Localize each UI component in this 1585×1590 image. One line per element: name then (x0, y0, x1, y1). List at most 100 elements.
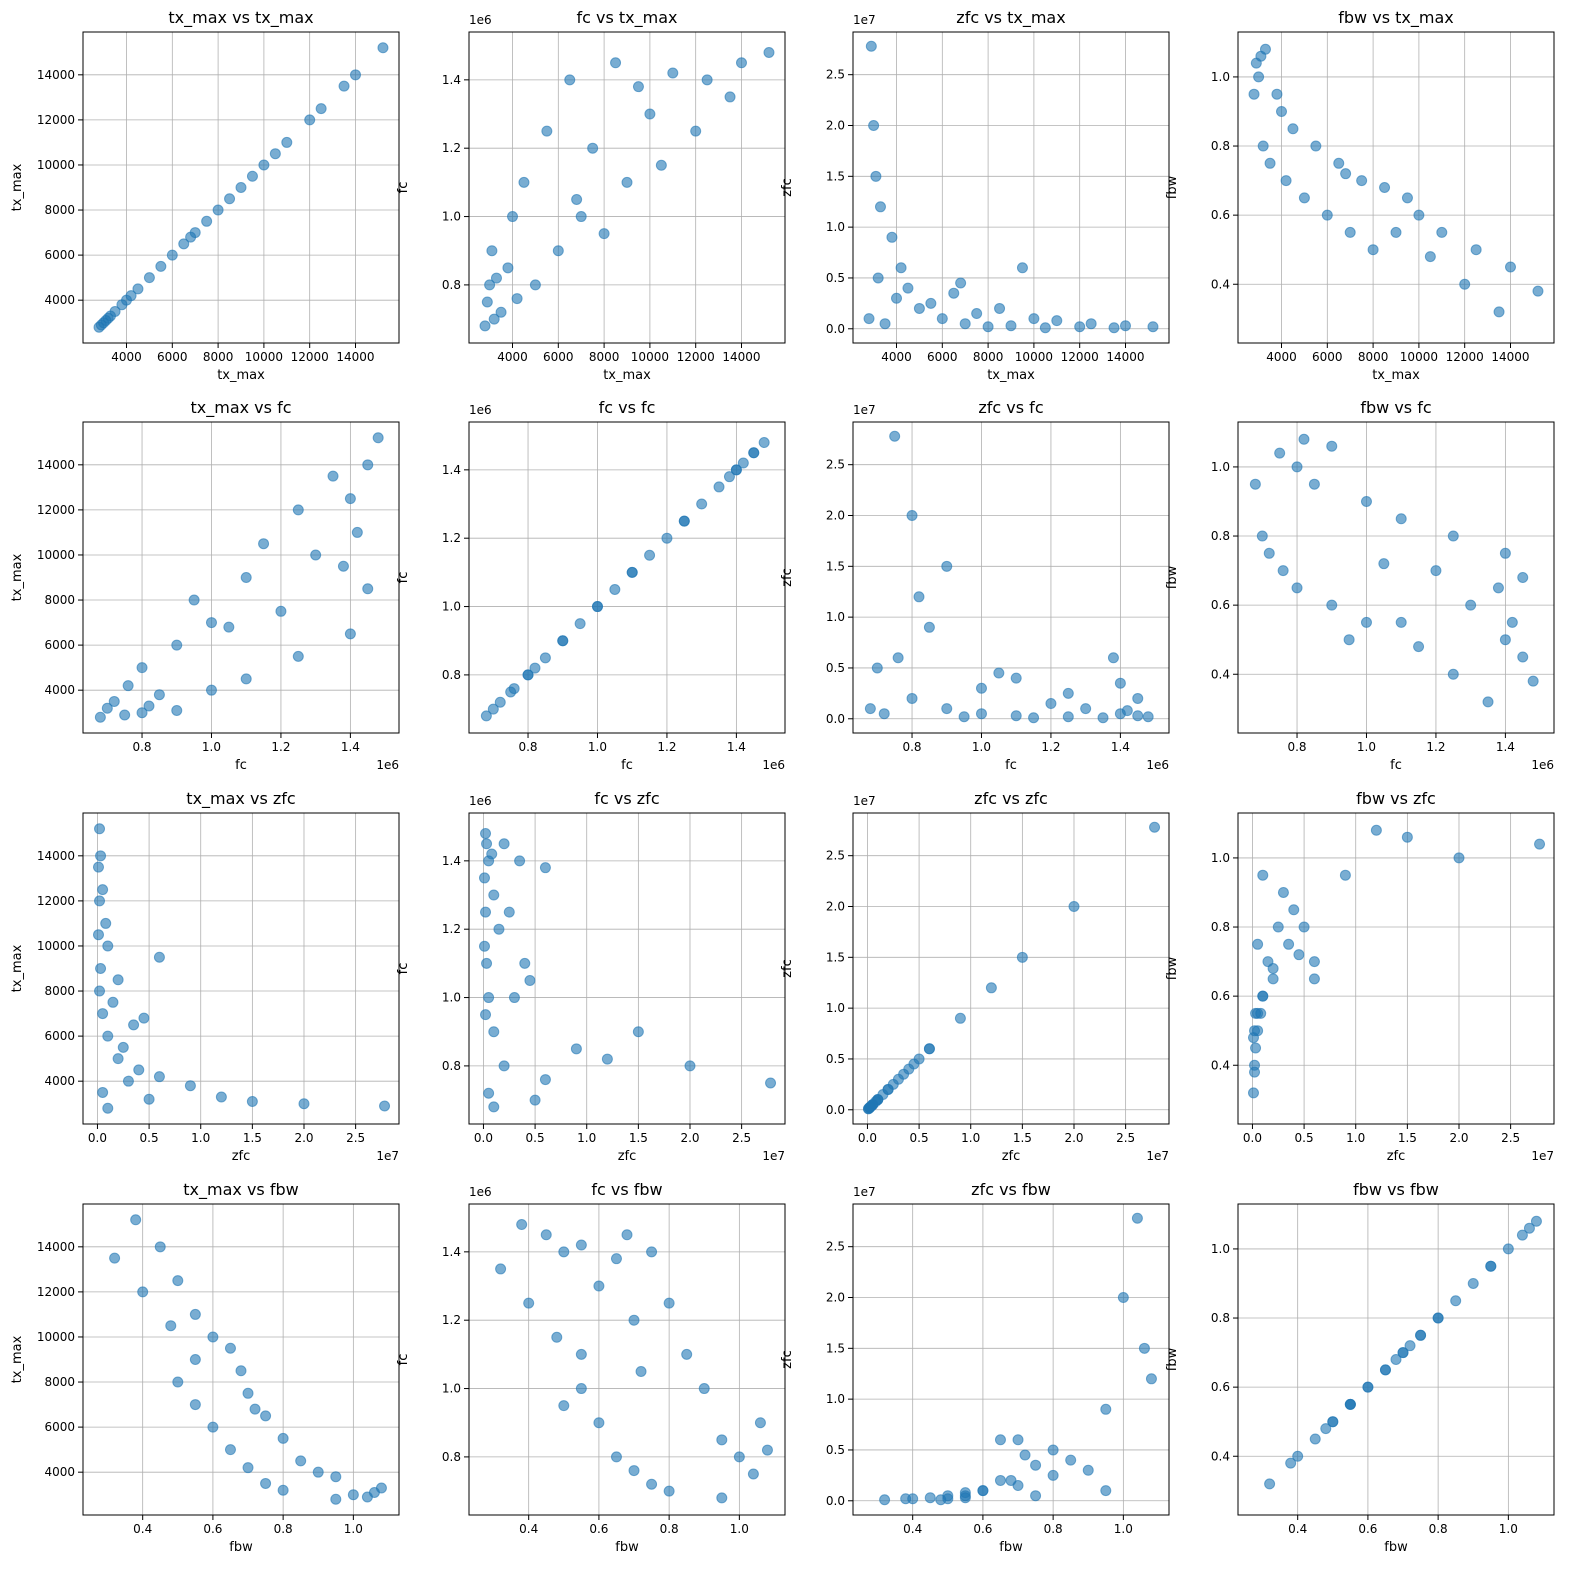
point (958, 711, 970, 723)
point (379, 1100, 391, 1112)
point (94, 711, 106, 723)
x-tick-label: 10000 (631, 350, 669, 364)
y-tick-label: 0.8 (1211, 139, 1230, 153)
point (246, 1095, 258, 1107)
point (1401, 192, 1413, 204)
point (498, 1060, 510, 1072)
y-tick-label: 1.5 (826, 950, 845, 964)
point (495, 306, 507, 318)
point (117, 1041, 129, 1053)
y-tick-label: 2.5 (826, 1240, 845, 1254)
point (575, 1383, 587, 1395)
point (982, 321, 994, 333)
point (1274, 447, 1286, 459)
point (1277, 565, 1289, 577)
point (1028, 313, 1040, 325)
point (1327, 1416, 1339, 1428)
point (621, 1229, 633, 1241)
point (1356, 175, 1368, 187)
point (347, 1489, 359, 1501)
point (552, 245, 564, 257)
y-tick-label: 1.0 (826, 1392, 845, 1406)
point (260, 1410, 272, 1422)
point (189, 1399, 201, 1411)
point (871, 662, 883, 674)
point (713, 481, 725, 493)
point (564, 74, 576, 86)
point (1138, 1342, 1150, 1354)
point (153, 1071, 165, 1083)
point (172, 1275, 184, 1287)
point (1401, 831, 1413, 843)
point (644, 108, 656, 120)
point (690, 125, 702, 137)
y-axis-label: zfc (780, 1350, 795, 1369)
x-tick-label: 8000 (973, 350, 1004, 364)
x-tick-label: 2.0 (294, 1131, 313, 1145)
x-tick-label: 2.0 (1064, 1131, 1083, 1145)
point (330, 1471, 342, 1483)
point (948, 287, 960, 299)
point (1404, 1340, 1416, 1352)
point (143, 1093, 155, 1105)
x-tick-label: 1.0 (1346, 1131, 1365, 1145)
y-tick-label: 2.5 (826, 458, 845, 472)
y-tick-label: 0.8 (442, 278, 461, 292)
panel-title: tx_max vs fc (190, 398, 291, 418)
x-tick-label: 0.0 (474, 1131, 493, 1145)
x-tick-label: 1.0 (202, 740, 221, 754)
point (277, 1432, 289, 1444)
y-tick-label: 0.4 (1211, 667, 1230, 681)
point (143, 700, 155, 712)
point (483, 992, 495, 1004)
point (716, 1492, 728, 1504)
y-tick-label: 1.2 (442, 1313, 461, 1327)
point (575, 1348, 587, 1360)
point (1447, 668, 1459, 680)
point (655, 159, 667, 171)
x-tick-label: 12000 (291, 350, 329, 364)
point (1267, 973, 1279, 985)
point (1482, 696, 1494, 708)
x-tick-label: 0.0 (88, 1131, 107, 1145)
x-tick-label: 0.4 (1288, 1522, 1307, 1536)
point (1030, 1490, 1042, 1502)
x-tick-label: 4000 (497, 350, 528, 364)
point (758, 437, 770, 449)
point (1085, 318, 1097, 330)
point (1257, 869, 1269, 881)
point (1264, 1478, 1276, 1490)
point (913, 302, 925, 314)
x-offset-label: 1e6 (376, 758, 399, 772)
x-tick-label: 10000 (1400, 350, 1438, 364)
y-tick-label: 1.0 (1211, 1242, 1230, 1256)
y-tick-label: 14000 (37, 458, 75, 472)
point (249, 1403, 261, 1415)
x-tick-label: 1.0 (961, 1131, 980, 1145)
point (1321, 209, 1333, 221)
y-tick-label: 10000 (37, 548, 75, 562)
point (1298, 433, 1310, 445)
point (994, 1474, 1006, 1486)
point (246, 170, 258, 182)
x-tick-label: 1.0 (191, 1131, 210, 1145)
x-tick-label: 0.6 (203, 1522, 222, 1536)
point (100, 917, 112, 929)
point (1502, 1243, 1514, 1255)
point (483, 1087, 495, 1099)
point (1344, 1398, 1356, 1410)
point (663, 1297, 675, 1309)
y-tick-label: 2.0 (826, 900, 845, 914)
x-axis-label: fbw (999, 1540, 1023, 1555)
point (1062, 711, 1074, 723)
point (1395, 616, 1407, 628)
point (698, 1383, 710, 1395)
x-axis-label: fc (235, 758, 247, 773)
point (235, 1365, 247, 1377)
y-tick-label: 4000 (44, 1074, 75, 1088)
point (892, 652, 904, 664)
point (242, 1462, 254, 1474)
y-tick-label: 12000 (37, 113, 75, 127)
y-axis-label: tx_max (10, 163, 25, 211)
point (107, 996, 119, 1008)
